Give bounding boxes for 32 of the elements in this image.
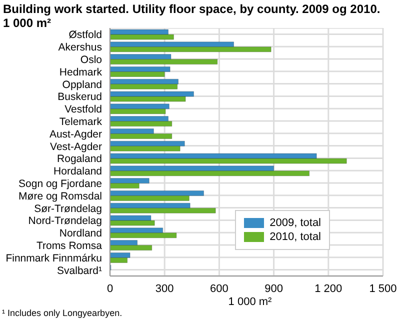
y-tick-label: Vestfold [64, 104, 102, 116]
y-tick-label: Telemark [59, 116, 103, 128]
y-tick-label: Rogaland [57, 153, 102, 166]
y-tick-label: Sogn og Fjordane [18, 178, 102, 190]
legend-label: 2009, total [270, 217, 321, 229]
y-tick-label: Nordland [59, 228, 102, 240]
x-tick-label: 600 [210, 282, 228, 295]
y-tick-label: Aust-Agder [49, 128, 102, 140]
x-tick-label: 0 [106, 282, 114, 295]
x-tick-label: 1 200 [314, 282, 342, 295]
y-tick-label: Svalbard¹ [57, 264, 102, 277]
x-tick-label: 300 [155, 282, 174, 295]
y-tick-label: Nord-Trøndelag [28, 215, 102, 228]
y-tick-label: Møre og Romsdal [18, 190, 102, 202]
y-tick-label: Oslo [80, 54, 102, 66]
y-tick-label: Vest-Agder [50, 140, 102, 153]
chart-subtitle: 1 000 m² [3, 16, 52, 30]
x-tick-label: 1 500 [369, 282, 397, 295]
text: ¹ Includes only Longyearbyen. [2, 308, 122, 318]
y-tick-label: Buskerud [58, 91, 102, 104]
y-tick-label: Oppland [62, 78, 102, 91]
y-tick-label: Finnmark Finnmárku [6, 252, 102, 264]
legend-label: 2010, total [270, 231, 321, 243]
x-axis-title: 1 000 m² [227, 296, 273, 308]
x-tick-label: 900 [264, 282, 283, 295]
y-tick-label: Troms Romsa [36, 240, 102, 252]
y-tick-label: Hedmark [59, 66, 103, 78]
y-tick-label: Hordaland [54, 166, 102, 178]
chart-title: Building work started. Utility floor space, by county. 2009 og 2010. [3, 2, 382, 16]
y-tick-label: Østfold [68, 29, 102, 42]
y-tick-label: Akershus [58, 42, 102, 54]
y-tick-label: Sør-Trøndelag [34, 202, 102, 215]
